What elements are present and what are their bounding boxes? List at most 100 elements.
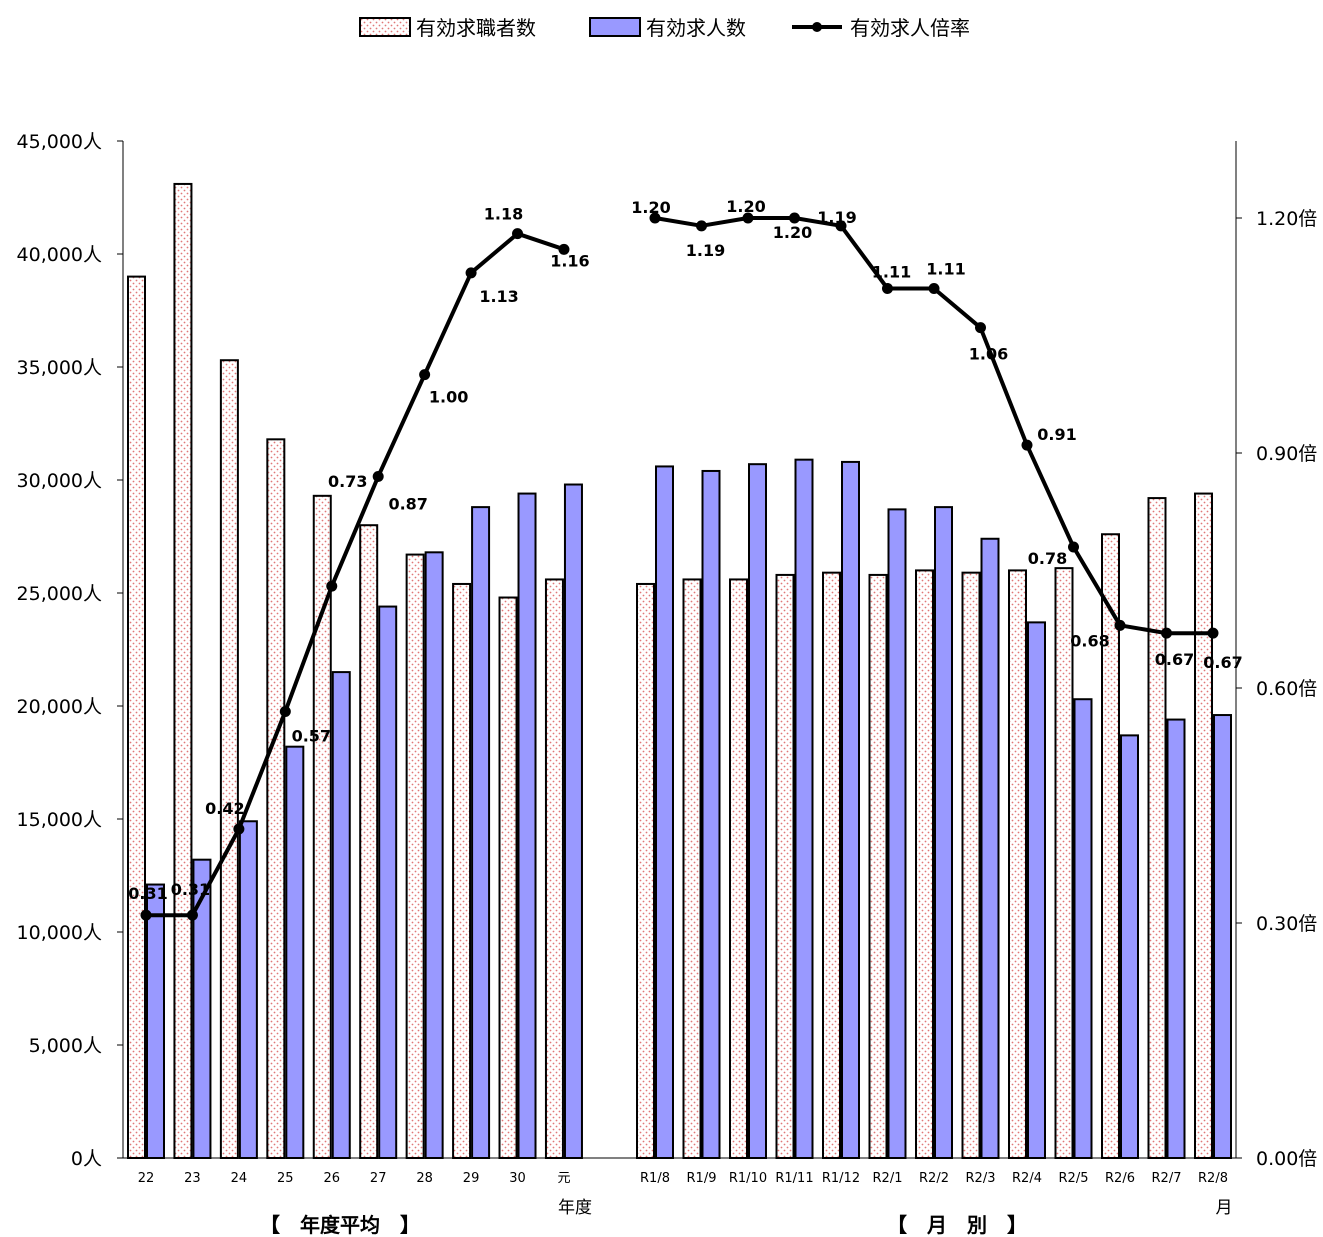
x-tick-label: R1/11 (775, 1171, 813, 1186)
bar-job-openings (1168, 720, 1185, 1158)
x-tick-label: 22 (138, 1171, 155, 1186)
x-tick-label: 28 (416, 1171, 433, 1186)
ratio-point (1208, 628, 1219, 639)
bar-job-openings (472, 507, 489, 1158)
ratio-data-label: 0.42 (205, 799, 244, 818)
ratio-data-label: 1.19 (817, 208, 856, 227)
bar-job-seekers (500, 598, 517, 1158)
ratio-point (929, 283, 940, 294)
bar-job-seekers (637, 584, 654, 1158)
x-tick-label: R2/3 (966, 1171, 996, 1186)
ratio-point (373, 471, 384, 482)
x-tick-label: 24 (231, 1171, 248, 1186)
x-tick-label: R1/8 (640, 1171, 670, 1186)
ratio-point (280, 706, 291, 717)
ratio-point (187, 910, 198, 921)
x-tick-label: R2/6 (1105, 1171, 1135, 1186)
x-tick-label: R1/12 (822, 1171, 860, 1186)
x-tick-label: R2/7 (1152, 1171, 1182, 1186)
x-tick-label: R1/9 (687, 1171, 717, 1186)
right-axis-ticks: 0.00倍 0.30倍 0.60倍 0.90倍 1.20倍 (1236, 208, 1317, 1170)
bar-job-seekers (267, 439, 284, 1158)
ratio-point (141, 910, 152, 921)
left-tick-label: 25,000人 (17, 583, 102, 605)
ratio-data-label: 1.20 (726, 197, 765, 216)
ratio-point (789, 213, 800, 224)
ratio-point (466, 267, 477, 278)
ratio-data-label: 0.57 (292, 727, 331, 746)
bar-job-openings (426, 552, 443, 1158)
ratio-point (419, 369, 430, 380)
left-tick-label: 15,000人 (17, 809, 102, 831)
ratio-data-label: 0.31 (171, 880, 210, 899)
x-tick-label: 29 (463, 1171, 480, 1186)
bar-job-openings (147, 885, 164, 1158)
left-tick-label: 30,000人 (17, 470, 102, 492)
ratio-data-label: 0.78 (1028, 549, 1067, 568)
legend-swatch-ratio-marker (812, 22, 822, 32)
bar-job-openings (565, 485, 582, 1158)
legend: 有効求職者数 有効求人数 有効求人倍率 (360, 16, 970, 40)
x-axis-ticks: 22 23 24 25 26 27 28 29 30 元 R1/8 R1/9 R1/10 R1/11 R1/… (138, 1171, 1228, 1186)
ratio-data-label: 0.67 (1203, 653, 1242, 672)
bar-job-openings (842, 462, 859, 1158)
x-tick-label: R1/10 (729, 1171, 767, 1186)
right-tick-label: 0.00倍 (1256, 1148, 1317, 1170)
left-tick-label: 40,000人 (17, 244, 102, 266)
left-tick-label: 20,000人 (17, 696, 102, 718)
x-tick-label: 30 (509, 1171, 526, 1186)
bar-job-seekers (1056, 568, 1073, 1158)
x-tick-label: R2/5 (1059, 1171, 1089, 1186)
bar-job-openings (1075, 699, 1092, 1158)
ratio-data-label: 1.18 (484, 205, 523, 224)
bar-job-seekers (546, 579, 563, 1158)
right-tick-label: 1.20倍 (1256, 208, 1317, 230)
left-axis-ticks: 0人5,000人10,000人15,000人20,000人25,000人30,0… (17, 131, 123, 1170)
ratio-data-label: 1.16 (550, 251, 589, 270)
bar-job-openings (240, 821, 257, 1158)
ratio-point (1068, 542, 1079, 553)
ratio-point (882, 283, 893, 294)
bar-job-openings (286, 747, 303, 1158)
ratio-data-label: 1.13 (479, 287, 518, 306)
bar-job-seekers (730, 579, 747, 1158)
bar-job-seekers (1149, 498, 1166, 1158)
ratio-data-label: 1.20 (631, 198, 670, 217)
ratio-data-label: 1.19 (686, 241, 725, 260)
legend-swatch-seekers (360, 18, 410, 36)
bar-job-seekers (963, 573, 980, 1158)
bar-job-seekers (221, 360, 238, 1158)
bar-job-seekers (174, 184, 191, 1158)
left-tick-label: 35,000人 (17, 357, 102, 379)
right-tick-label: 0.90倍 (1256, 443, 1317, 465)
bar-job-openings (1028, 622, 1045, 1158)
legend-label-ratio: 有効求人倍率 (850, 16, 970, 40)
bar-job-seekers (916, 570, 933, 1158)
x-unit-label-fiscal-year: 年度 (558, 1198, 592, 1218)
x-tick-label: R2/2 (919, 1171, 949, 1186)
x-tick-label: 25 (277, 1171, 294, 1186)
ratio-point (1115, 620, 1126, 631)
ratio-point (1022, 440, 1033, 451)
bar-job-openings (749, 464, 766, 1158)
bar-job-seekers (684, 579, 701, 1158)
ratio-data-label: 0.73 (328, 472, 367, 491)
bar-job-seekers (407, 555, 424, 1158)
ratio-data-label: 1.11 (872, 263, 911, 282)
ratio-data-label: 0.68 (1070, 631, 1109, 650)
group-label-fiscal-average: 【 年度平均 】 (260, 1213, 420, 1237)
left-tick-label: 45,000人 (17, 131, 102, 153)
ratio-data-label: 0.67 (1155, 650, 1194, 669)
ratio-data-label: 1.00 (429, 388, 468, 407)
ratio-point (1161, 628, 1172, 639)
bar-job-openings (796, 460, 813, 1158)
x-tick-label: 26 (323, 1171, 340, 1186)
bar-job-openings (982, 539, 999, 1158)
ratio-data-label: 1.06 (969, 345, 1008, 364)
bar-job-openings (1214, 715, 1231, 1158)
left-tick-label: 0人 (71, 1148, 102, 1170)
x-tick-label: R2/8 (1198, 1171, 1228, 1186)
bar-job-openings (379, 607, 396, 1158)
bar-job-seekers (1195, 494, 1212, 1158)
